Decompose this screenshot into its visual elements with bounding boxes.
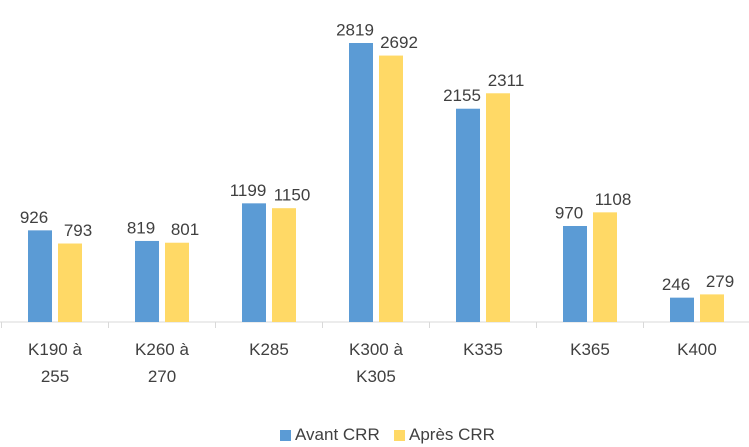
data-label: 1199 <box>230 181 267 200</box>
data-label: 970 <box>555 203 583 222</box>
bar <box>58 243 82 322</box>
bar <box>593 212 617 322</box>
bar <box>272 208 296 322</box>
data-label: 2819 <box>336 20 374 39</box>
bar <box>563 225 587 322</box>
data-label: 279 <box>706 272 734 291</box>
data-label: 801 <box>171 220 199 239</box>
legend-swatch <box>394 429 405 441</box>
x-tick-label: K365 <box>570 340 610 359</box>
bar <box>379 55 403 323</box>
x-tick-label: K300 à K305 <box>349 340 403 386</box>
bar <box>670 297 694 322</box>
x-tick-label: K285 <box>249 340 289 359</box>
x-tick-label: K400 <box>677 340 717 359</box>
legend-label: Avant CRR <box>295 425 380 444</box>
data-label: 793 <box>64 221 92 240</box>
bar <box>486 93 510 322</box>
bar <box>165 242 189 322</box>
data-label: 1108 <box>595 190 632 209</box>
x-tick-label: K335 <box>463 340 503 359</box>
legend-item: Après CRR <box>394 425 495 445</box>
legend-swatch <box>280 429 291 441</box>
x-tick-label: K260 à 270 <box>135 340 189 386</box>
bar <box>242 203 266 322</box>
data-label: 2311 <box>488 71 525 90</box>
legend-item: Avant CRR <box>280 425 380 445</box>
bar <box>456 108 480 322</box>
bar <box>135 240 159 322</box>
data-label: 926 <box>20 208 48 227</box>
bar <box>700 294 724 322</box>
data-label: 246 <box>662 275 690 294</box>
data-label: 1150 <box>274 186 311 205</box>
bar <box>349 43 373 322</box>
data-label: 2692 <box>380 33 418 52</box>
legend-label: Après CRR <box>409 425 495 444</box>
x-tick-label: K190 à 255 <box>28 340 82 386</box>
bar <box>28 230 52 322</box>
data-label: 2155 <box>443 86 481 105</box>
data-label: 819 <box>127 218 155 237</box>
